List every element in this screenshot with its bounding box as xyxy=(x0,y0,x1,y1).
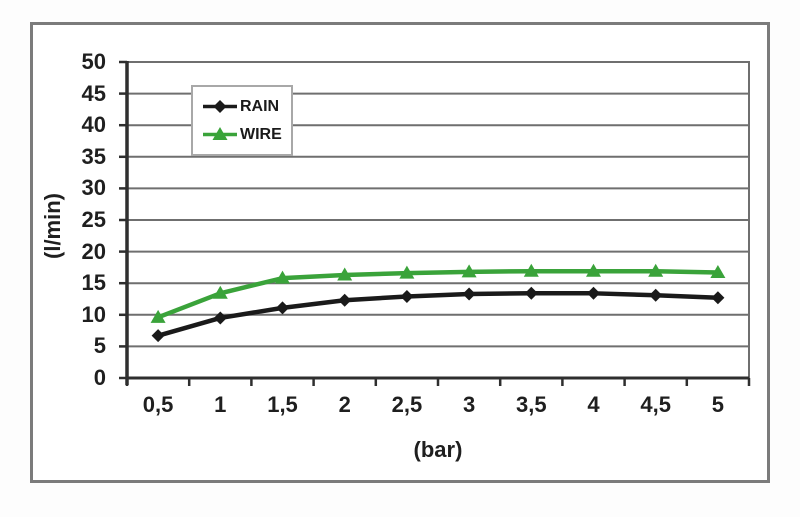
series-line-wire xyxy=(155,268,721,320)
y-tick-label: 45 xyxy=(81,80,106,106)
series-line-rain xyxy=(155,291,721,338)
y-tick-label: 15 xyxy=(81,270,106,296)
x-axis-title: (bar) xyxy=(413,437,463,462)
series-marker-rain xyxy=(400,289,414,303)
series-marker-rain xyxy=(213,311,227,325)
series-marker-rain xyxy=(649,288,663,302)
x-tick-label: 3,5 xyxy=(516,392,547,417)
x-tick-label: 1 xyxy=(214,392,227,417)
series-marker-wire xyxy=(212,285,228,299)
triangle-marker-icon xyxy=(203,127,237,140)
series-marker-wire xyxy=(461,264,477,278)
y-tick-label: 20 xyxy=(81,238,106,264)
y-tick-label: 25 xyxy=(81,207,106,232)
series-marker-wire xyxy=(337,267,353,281)
series-marker-rain xyxy=(276,301,289,315)
y-tick-label: 30 xyxy=(81,175,106,201)
x-tick-label: 0,5 xyxy=(142,392,174,417)
y-tick-label: 10 xyxy=(81,301,106,327)
legend-label: WIRE xyxy=(240,125,282,143)
y-tick-label: 40 xyxy=(81,112,106,138)
series-marker-rain xyxy=(587,286,600,300)
legend-entry-rain: RAIN xyxy=(202,98,291,116)
y-axis-title: (l/min) xyxy=(40,193,65,259)
series-marker-wire xyxy=(586,263,601,277)
x-tick-label: 4,5 xyxy=(640,392,671,417)
y-tick-label: 35 xyxy=(81,143,106,169)
series-marker-wire xyxy=(648,263,664,277)
series-marker-wire xyxy=(523,263,539,277)
series-marker-wire xyxy=(399,265,415,279)
series-marker-wire xyxy=(275,270,290,284)
y-tick-label: 0 xyxy=(93,365,106,390)
series-marker-rain xyxy=(462,287,476,301)
x-tick-label: 4 xyxy=(587,392,600,417)
series-marker-rain xyxy=(151,329,165,343)
series-marker-rain xyxy=(524,286,538,300)
x-tick-label: 3 xyxy=(462,392,476,417)
series-marker-wire xyxy=(150,309,166,323)
legend-label: RAIN xyxy=(240,97,280,115)
y-tick-label: 50 xyxy=(81,49,106,74)
x-tick-label: 2,5 xyxy=(391,392,423,417)
legend: RAIN WIRE xyxy=(191,85,293,156)
x-tick-label: 1,5 xyxy=(267,392,298,417)
y-tick-label: 5 xyxy=(93,333,106,359)
series-marker-wire xyxy=(710,264,726,278)
series-marker-rain xyxy=(711,291,725,305)
series-marker-rain xyxy=(338,293,352,307)
x-tick-label: 5 xyxy=(711,392,725,417)
x-tick-label: 2 xyxy=(338,392,351,417)
diamond-marker-icon xyxy=(203,100,237,113)
legend-entry-wire: WIRE xyxy=(202,126,291,144)
